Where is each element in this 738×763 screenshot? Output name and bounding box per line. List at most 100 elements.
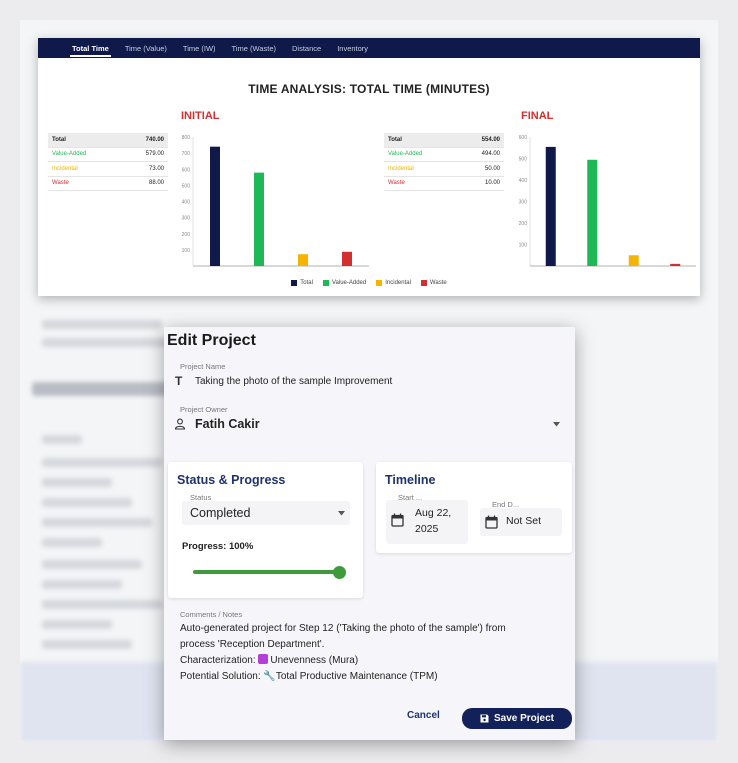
bar-value-added: [254, 172, 264, 266]
legend-item-value-added: Value-Added: [322, 280, 367, 286]
initial-bar-chart: 100 200 300 400 500 600 700 800: [182, 135, 369, 267]
summary-value: 73.00: [148, 165, 164, 172]
bar-incidental: [628, 255, 639, 266]
tab-time-value[interactable]: Time (Value): [124, 43, 167, 53]
summary-label: Total: [52, 136, 66, 143]
y-tick-label: 100: [182, 248, 191, 254]
y-tick-label: 400: [519, 178, 528, 184]
legend-item-waste: Waste: [420, 280, 447, 286]
cancel-button[interactable]: Cancel: [407, 710, 440, 721]
bg-placeholder: [42, 435, 82, 444]
dialog-title: Edit Project: [167, 332, 256, 349]
notes-line: Potential Solution: 🔧Total Productive Ma…: [180, 669, 560, 685]
legend-swatch: [322, 280, 329, 286]
start-date-label: Start ...: [398, 493, 423, 502]
timeline-card: Timeline Start ... Aug 22, 2025 End D...…: [376, 462, 572, 553]
bg-placeholder: [42, 458, 162, 467]
summary-value: 10.00: [484, 180, 500, 187]
summary-row: Waste 88.00: [48, 177, 168, 191]
summary-label: Value-Added: [52, 151, 87, 158]
bar-waste: [670, 263, 681, 266]
final-bar-chart: 100 200 300 400 500 600: [519, 135, 696, 267]
bg-placeholder: [42, 560, 142, 569]
y-tick-label: 500: [182, 183, 191, 189]
start-date-year: 2025: [415, 523, 439, 535]
summary-row: Waste 10.00: [384, 177, 504, 191]
summary-value: 579.00: [145, 151, 164, 158]
summary-value: 494.00: [481, 151, 500, 158]
y-tick-label: 400: [182, 200, 191, 206]
time-analysis-card: Total Time Time (Value) Time (IW) Time (…: [38, 38, 700, 296]
end-date-value: Not Set: [506, 515, 542, 527]
bar-total: [545, 146, 556, 266]
comments-label: Comments / Notes: [180, 610, 243, 619]
project-name-input[interactable]: Taking the photo of the sample Improveme…: [195, 376, 393, 387]
legend-item-incidental: Incidental: [376, 280, 411, 286]
status-select[interactable]: Completed: [182, 501, 350, 525]
start-date-month-day: Aug 22,: [415, 507, 452, 519]
notes-line: process 'Reception Department'.: [180, 639, 325, 650]
bar-value-added: [587, 159, 598, 266]
tab-time-waste[interactable]: Time (Waste): [231, 43, 276, 53]
initial-summary-table: Total 740.00 Value-Added 579.00 Incidental 73…: [48, 133, 168, 191]
timeline-title: Timeline: [385, 473, 436, 487]
status-value: Completed: [190, 506, 251, 520]
summary-label: Incidental: [388, 165, 414, 172]
bar-waste: [342, 251, 352, 266]
tab-time-iw[interactable]: Time (IW): [182, 43, 216, 53]
progress-slider-thumb[interactable]: [333, 566, 346, 579]
final-heading: FINAL: [521, 110, 554, 122]
end-date-field[interactable]: Not Set: [480, 508, 562, 536]
y-tick-label: 800: [182, 135, 191, 141]
comments-textarea[interactable]: Auto-generated project for Step 12 ('Tak…: [180, 621, 560, 685]
y-tick-label: 100: [519, 243, 528, 249]
summary-row: Total 554.00: [384, 133, 504, 148]
bg-placeholder: [42, 498, 132, 507]
start-date-field[interactable]: Aug 22, 2025: [386, 500, 468, 544]
bar-total: [210, 146, 220, 266]
chevron-down-icon: [338, 511, 345, 516]
project-name-label: Project Name: [180, 362, 226, 371]
chevron-down-icon[interactable]: [553, 422, 560, 427]
y-tick-label: 500: [519, 157, 528, 163]
legend-label: Total: [300, 280, 313, 286]
legend-label: Incidental: [385, 280, 411, 286]
chart-legend: Total Value-Added Incidental Waste: [38, 280, 700, 286]
y-tick-label: 300: [182, 216, 191, 222]
edit-project-dialog: Edit Project Project Name T Taking the p…: [164, 327, 575, 740]
status-label: Status: [190, 493, 212, 502]
summary-value: 50.00: [484, 165, 500, 172]
summary-label: Incidental: [52, 165, 78, 172]
legend-swatch: [291, 280, 298, 286]
tab-inventory[interactable]: Inventory: [337, 43, 369, 53]
bg-placeholder: [42, 580, 122, 589]
notes-characterization-value: Unevenness (Mura): [270, 655, 359, 666]
tab-distance[interactable]: Distance: [292, 43, 322, 53]
notes-solution-label: Potential Solution:: [180, 671, 264, 682]
legend-item-total: Total: [291, 280, 313, 286]
calendar-icon: [391, 513, 404, 527]
summary-label: Waste: [52, 180, 69, 187]
calendar-icon: [485, 515, 498, 529]
project-owner-select[interactable]: Fatih Cakir: [195, 417, 260, 431]
summary-row: Value-Added 579.00: [48, 148, 168, 162]
notes-characterization-label: Characterization:: [180, 655, 259, 666]
progress-slider-track[interactable]: [193, 570, 339, 574]
bg-placeholder: [42, 338, 222, 347]
legend-label: Value-Added: [331, 280, 367, 286]
bg-placeholder: [42, 320, 162, 329]
bg-placeholder: [42, 620, 112, 629]
summary-row: Incidental 73.00: [48, 162, 168, 177]
bg-placeholder: [42, 640, 132, 649]
legend-label: Waste: [429, 280, 447, 286]
analysis-tab-bar: Total Time Time (Value) Time (IW) Time (…: [38, 38, 700, 58]
end-date-label: End D...: [492, 500, 520, 509]
summary-label: Waste: [388, 180, 405, 187]
notes-solution-value: Total Productive Maintenance (TPM): [275, 671, 438, 682]
save-project-button[interactable]: Save Project: [462, 708, 572, 729]
summary-value: 554.00: [481, 136, 500, 143]
mura-icon: [258, 654, 269, 664]
y-tick-label: 600: [182, 167, 191, 173]
tab-total-time[interactable]: Total Time: [64, 38, 117, 58]
y-tick-label: 200: [182, 232, 191, 238]
